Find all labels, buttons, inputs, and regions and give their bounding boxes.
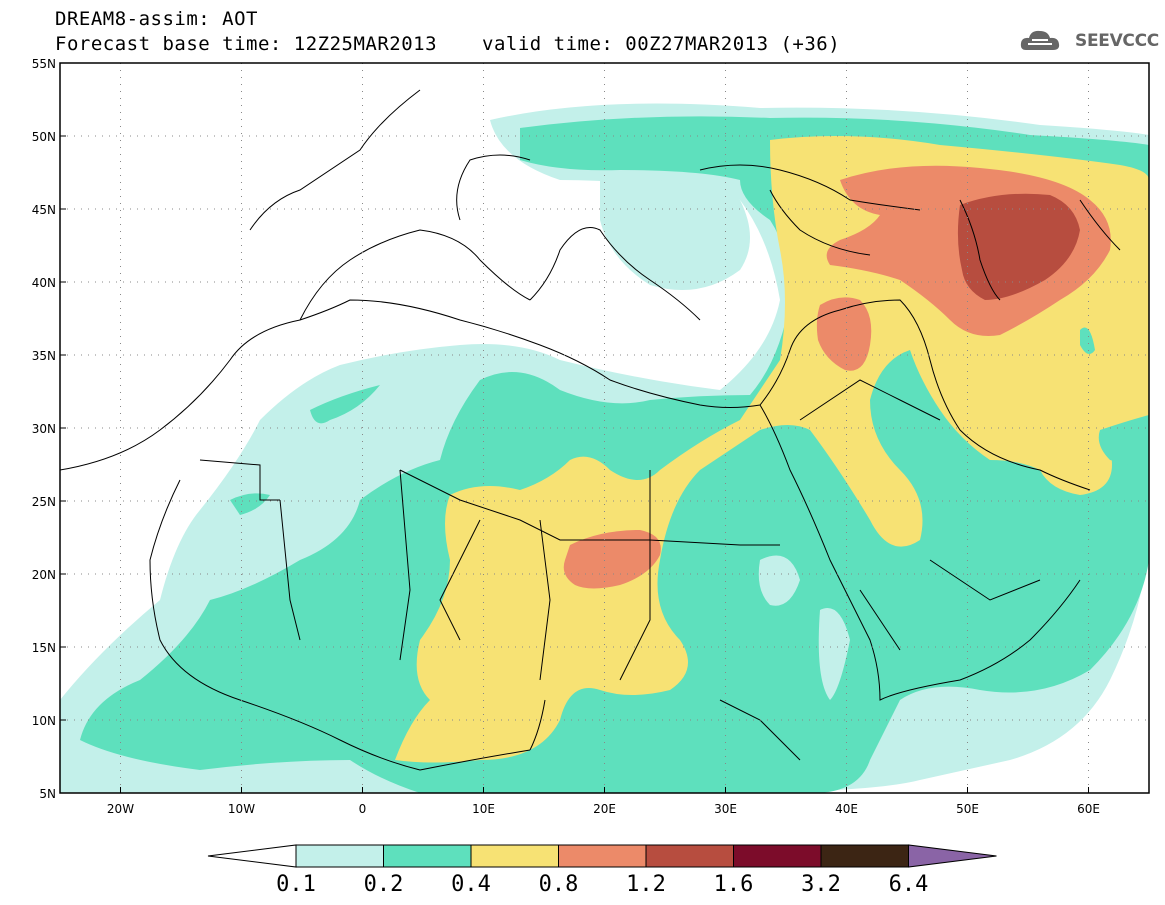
lat-tick-label: 45N xyxy=(32,203,56,217)
colorbar-swatch xyxy=(558,844,647,868)
aot-band-1.2-1.6 xyxy=(957,193,1080,300)
colorbar-label: 3.2 xyxy=(801,872,841,897)
cloud-icon xyxy=(1020,30,1060,50)
lat-tick-label: 15N xyxy=(32,641,56,655)
aot-band-0.1-0.2-patch xyxy=(600,179,1090,700)
lat-tick-label: 55N xyxy=(32,57,56,71)
colorbar-label: 1.2 xyxy=(626,872,666,897)
colorbar-swatch xyxy=(820,844,909,868)
lat-tick-label: 40N xyxy=(32,276,56,290)
colorbar-label: 6.4 xyxy=(889,872,929,897)
base-time-label: Forecast base time: 12Z25MAR2013 xyxy=(55,33,438,55)
lon-tick-label: 20W xyxy=(107,802,134,816)
lat-tick-label: 20N xyxy=(32,568,56,582)
colorbar-arrow-low xyxy=(207,844,297,868)
colorbar-label: 0.4 xyxy=(451,872,491,897)
lon-tick-label: 0 xyxy=(359,802,367,816)
lat-tick-label: 5N xyxy=(39,787,56,801)
axis-ticks: 20W 10W 0 10E 20E 30E 40E 50E 60E 5N 10N 15N 20N 25N 3… xyxy=(32,57,1100,816)
colorbar-swatch xyxy=(733,844,822,868)
map-title: DREAM8-assim: AOT xyxy=(55,8,258,30)
coastlines xyxy=(60,89,1121,771)
lon-tick-label: 50E xyxy=(956,802,979,816)
lat-tick-label: 10N xyxy=(32,714,56,728)
lon-tick-label: 40E xyxy=(835,802,858,816)
aot-band-0.2-0.4-patch xyxy=(1080,327,1149,470)
lat-tick-label: 35N xyxy=(32,349,56,363)
logo-text: SEEVCCC xyxy=(1075,31,1159,51)
colorbar-label: 1.6 xyxy=(714,872,754,897)
colorbar-label: 0.2 xyxy=(364,872,404,897)
colorbar-arrow-high xyxy=(908,844,997,868)
graticule xyxy=(60,63,1149,793)
colorbar-label: 0.8 xyxy=(539,872,579,897)
lat-tick-label: 30N xyxy=(32,422,56,436)
lat-tick-label: 50N xyxy=(32,130,56,144)
lat-tick-label: 25N xyxy=(32,495,56,509)
lon-tick-label: 10E xyxy=(472,802,495,816)
lon-tick-label: 30E xyxy=(714,802,737,816)
colorbar: 0.1 0.2 0.4 0.8 1.2 1.6 3.2 6.4 xyxy=(207,844,997,897)
colorbar-label: 0.1 xyxy=(276,872,316,897)
valid-time-label: valid time: 00Z27MAR2013 (+36) xyxy=(482,33,841,55)
lon-tick-label: 10W xyxy=(228,802,255,816)
lon-tick-label: 60E xyxy=(1077,802,1100,816)
colorbar-swatch xyxy=(645,844,734,868)
colorbar-swatch xyxy=(383,844,472,868)
lon-tick-label: 20E xyxy=(593,802,616,816)
colorbar-swatch xyxy=(295,844,384,868)
colorbar-swatch xyxy=(470,844,559,868)
